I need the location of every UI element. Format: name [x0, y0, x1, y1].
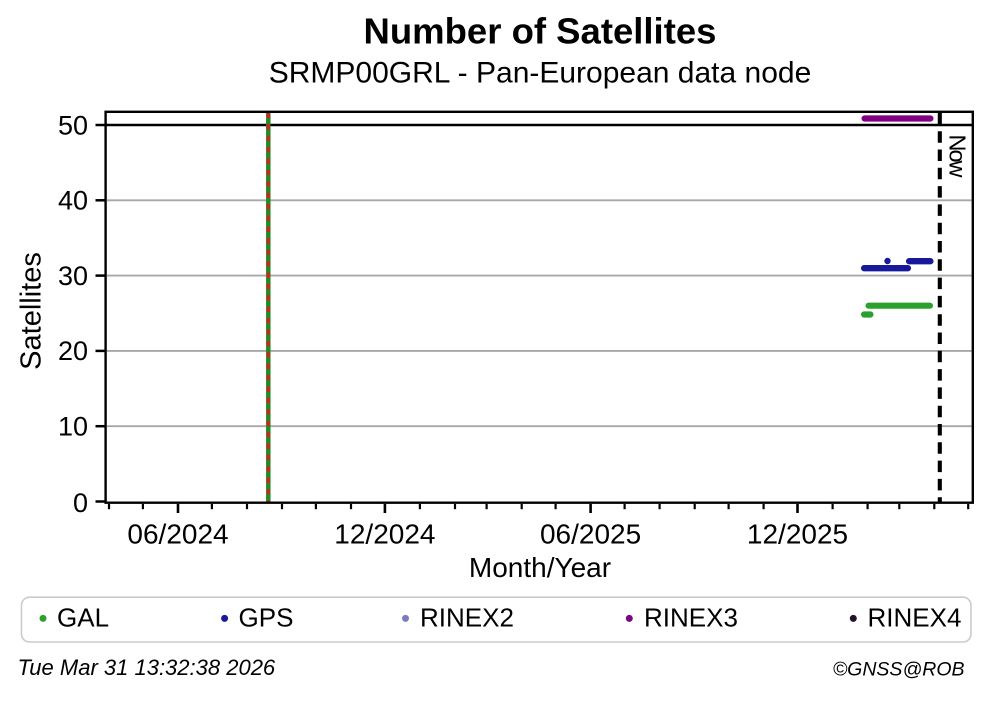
svg-text:20: 20	[58, 336, 88, 366]
svg-text:30: 30	[58, 261, 88, 291]
svg-text:RINEX3: RINEX3	[644, 602, 738, 632]
svg-text:Tue Mar 31 13:32:38 2026: Tue Mar 31 13:32:38 2026	[18, 655, 276, 680]
svg-text:RINEX4: RINEX4	[868, 602, 962, 632]
svg-text:40: 40	[58, 186, 88, 216]
svg-text:10: 10	[58, 412, 88, 442]
svg-text:06/2025: 06/2025	[540, 519, 641, 550]
svg-text:50: 50	[58, 110, 88, 140]
svg-text:12/2024: 12/2024	[334, 519, 435, 550]
svg-text:RINEX2: RINEX2	[420, 602, 514, 632]
svg-text:GAL: GAL	[57, 602, 109, 632]
svg-text:Now: Now	[945, 135, 971, 179]
svg-text:Month/Year: Month/Year	[469, 552, 611, 583]
svg-text:06/2024: 06/2024	[127, 519, 228, 550]
svg-text:Satellites: Satellites	[16, 252, 48, 370]
svg-text:Number of Satellites: Number of Satellites	[364, 11, 717, 52]
svg-text:SRMP00GRL - Pan-European data: SRMP00GRL - Pan-European data node	[269, 57, 812, 90]
svg-text:GPS: GPS	[239, 602, 294, 632]
svg-text:©GNSS@ROB: ©GNSS@ROB	[833, 659, 965, 681]
svg-text:12/2025: 12/2025	[747, 519, 848, 550]
svg-text:0: 0	[73, 488, 88, 518]
